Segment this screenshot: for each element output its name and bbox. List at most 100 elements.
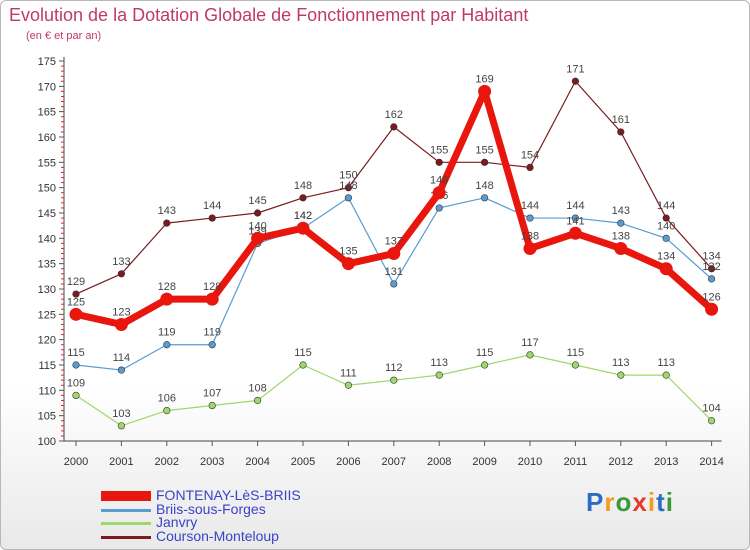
data-label: 144 xyxy=(203,200,221,212)
data-point xyxy=(390,123,398,131)
data-point xyxy=(160,292,174,306)
y-tick-label: 115 xyxy=(38,360,56,372)
x-tick-label: 2008 xyxy=(427,456,451,468)
x-tick-label: 2001 xyxy=(109,456,133,468)
data-label: 145 xyxy=(248,195,266,207)
data-label: 161 xyxy=(612,114,630,126)
logo-letter: i xyxy=(647,487,657,517)
data-point xyxy=(72,361,80,369)
y-tick-label: 145 xyxy=(38,208,56,220)
data-point xyxy=(568,226,582,240)
data-point xyxy=(435,204,443,212)
x-tick-label: 2013 xyxy=(654,456,678,468)
x-tick-label: 2005 xyxy=(291,456,315,468)
data-label: 115 xyxy=(567,347,585,359)
x-tick-label: 2006 xyxy=(336,456,360,468)
data-point xyxy=(526,214,534,222)
y-tick-label: 155 xyxy=(38,157,56,169)
data-label: 144 xyxy=(566,200,584,212)
data-point xyxy=(526,351,534,359)
data-label: 150 xyxy=(339,170,357,182)
y-tick-label: 165 xyxy=(38,107,56,119)
data-label: 144 xyxy=(521,200,539,212)
data-label: 107 xyxy=(203,388,221,400)
data-point xyxy=(208,341,216,349)
x-tick-label: 2014 xyxy=(699,456,723,468)
data-label: 113 xyxy=(612,357,630,369)
x-tick-label: 2010 xyxy=(518,456,542,468)
data-point xyxy=(478,84,492,98)
y-tick-label: 125 xyxy=(38,309,56,321)
data-label: 134 xyxy=(702,251,720,263)
y-tick-label: 140 xyxy=(38,233,56,245)
legend-swatch xyxy=(101,491,151,501)
data-point xyxy=(387,247,401,261)
data-label: 128 xyxy=(203,281,221,293)
logo-letter: o xyxy=(615,487,633,517)
data-label: 129 xyxy=(67,276,85,288)
data-label: 113 xyxy=(657,357,675,369)
data-label: 171 xyxy=(566,63,584,75)
data-label: 114 xyxy=(113,352,131,364)
data-point xyxy=(481,194,489,202)
x-tick-label: 2009 xyxy=(472,456,496,468)
data-point xyxy=(481,158,489,166)
data-label: 126 xyxy=(702,291,720,303)
data-point xyxy=(117,422,125,430)
data-label: 132 xyxy=(702,261,720,273)
data-point xyxy=(72,290,80,298)
data-point xyxy=(205,292,219,306)
data-label: 108 xyxy=(248,382,266,394)
data-point xyxy=(344,381,353,389)
y-tick-label: 150 xyxy=(38,183,56,195)
data-point xyxy=(254,209,262,217)
data-point xyxy=(251,231,265,245)
data-point xyxy=(344,194,353,202)
data-label: 115 xyxy=(476,347,494,359)
proxiti-logo: Proxiti xyxy=(586,487,674,518)
x-tick-label: 2011 xyxy=(564,456,588,468)
data-point xyxy=(163,341,171,349)
legend-label: Janvry xyxy=(156,514,198,530)
data-point xyxy=(341,257,355,271)
data-point xyxy=(617,219,625,227)
data-label: 144 xyxy=(657,200,675,212)
data-point xyxy=(435,371,443,379)
logo-letter: t xyxy=(656,487,666,517)
data-point xyxy=(254,396,262,405)
chart-title: Evolution de la Dotation Globale de Fonc… xyxy=(9,5,529,25)
data-point xyxy=(481,361,489,369)
data-label: 131 xyxy=(385,266,403,278)
x-tick-label: 2002 xyxy=(155,456,179,468)
data-point xyxy=(390,280,398,288)
data-point xyxy=(208,214,216,222)
chart-subtitle: (en € et par an) xyxy=(26,30,102,42)
x-tick-label: 2007 xyxy=(382,456,406,468)
legend-label: FONTENAY-LèS-BRIIS xyxy=(156,487,301,503)
data-label: 117 xyxy=(521,337,539,349)
data-label: 123 xyxy=(112,306,130,318)
data-label: 119 xyxy=(203,327,221,339)
data-point xyxy=(705,302,719,316)
legend-label: Courson-Monteloup xyxy=(156,528,279,544)
logo-letter: r xyxy=(604,487,616,517)
y-tick-label: 170 xyxy=(38,81,56,93)
data-label: 140 xyxy=(657,220,675,232)
x-tick-label: 2003 xyxy=(200,456,224,468)
data-point xyxy=(163,219,171,227)
data-point xyxy=(662,214,670,222)
data-label: 148 xyxy=(294,180,312,192)
y-tick-label: 130 xyxy=(38,284,56,296)
data-label: 104 xyxy=(702,403,720,415)
logo-letter: P xyxy=(586,487,605,517)
data-point xyxy=(662,371,670,379)
y-tick-label: 120 xyxy=(38,335,56,347)
data-point xyxy=(523,241,537,255)
data-label: 143 xyxy=(158,205,176,217)
data-point xyxy=(662,234,670,242)
data-label: 142 xyxy=(294,210,312,222)
legend-label: Briis-sous-Forges xyxy=(156,501,266,517)
data-point xyxy=(117,270,125,278)
data-label: 133 xyxy=(112,256,130,268)
